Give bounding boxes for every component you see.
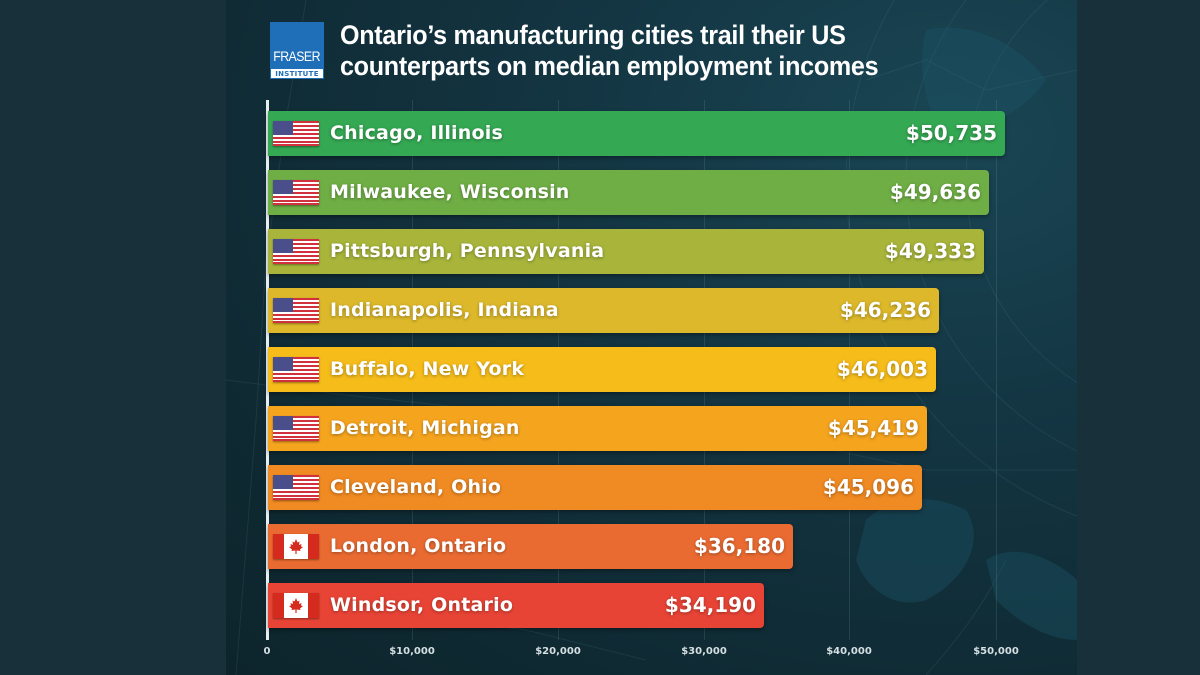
us-flag-icon bbox=[273, 357, 319, 382]
bar-detroit: Detroit, Michigan $45,419 bbox=[268, 406, 927, 451]
city-label: London, Ontario bbox=[330, 535, 507, 557]
bar-london: London, Ontario $36,180 bbox=[268, 524, 793, 569]
chart-header: FRASER INSTITUTE Ontario’s manufacturing… bbox=[270, 20, 919, 82]
x-tick-20000: $20,000 bbox=[535, 646, 581, 657]
bar-milwaukee: Milwaukee, Wisconsin $49,636 bbox=[268, 170, 989, 215]
city-label: Indianapolis, Indiana bbox=[330, 299, 559, 321]
x-tick-40000: $40,000 bbox=[826, 646, 872, 657]
map-background-decoration bbox=[226, 0, 1077, 675]
bar-cleveland: Cleveland, Ohio $45,096 bbox=[268, 465, 922, 510]
logo-subtitle: INSTITUTE bbox=[270, 68, 324, 79]
value-label: $45,419 bbox=[827, 416, 919, 440]
chart-title: Ontario’s manufacturing cities trail the… bbox=[340, 20, 879, 82]
infographic-panel: FRASER INSTITUTE Ontario’s manufacturing… bbox=[226, 0, 1077, 675]
value-label: $46,236 bbox=[839, 298, 931, 322]
city-label: Chicago, Illinois bbox=[330, 122, 503, 144]
us-flag-icon bbox=[273, 180, 319, 205]
bar-indianapolis: Indianapolis, Indiana $46,236 bbox=[268, 288, 939, 333]
chart-title-line2: counterparts on median employment income… bbox=[340, 51, 879, 81]
value-label: $34,190 bbox=[664, 593, 756, 617]
us-flag-icon bbox=[273, 121, 319, 146]
fraser-institute-logo: FRASER INSTITUTE bbox=[270, 22, 324, 79]
bar-pittsburgh: Pittsburgh, Pennsylvania $49,333 bbox=[268, 229, 984, 274]
x-tick-50000: $50,000 bbox=[973, 646, 1019, 657]
value-label: $36,180 bbox=[693, 534, 785, 558]
y-axis-line bbox=[266, 100, 269, 640]
x-tick-10000: $10,000 bbox=[389, 646, 435, 657]
value-label: $49,636 bbox=[889, 180, 981, 204]
city-label: Windsor, Ontario bbox=[330, 594, 514, 616]
logo-word: FRASER bbox=[273, 48, 321, 64]
city-label: Buffalo, New York bbox=[330, 358, 525, 380]
bar-buffalo: Buffalo, New York $46,003 bbox=[268, 347, 936, 392]
us-flag-icon bbox=[273, 239, 319, 264]
chart-title-line1: Ontario’s manufacturing cities trail the… bbox=[340, 20, 846, 50]
us-flag-icon bbox=[273, 475, 319, 500]
value-label: $46,003 bbox=[836, 357, 928, 381]
value-label: $50,735 bbox=[905, 121, 997, 145]
value-label: $45,096 bbox=[822, 475, 914, 499]
canada-flag-icon bbox=[273, 534, 319, 559]
city-label: Milwaukee, Wisconsin bbox=[330, 181, 570, 203]
canada-flag-icon bbox=[273, 593, 319, 618]
x-tick-30000: $30,000 bbox=[681, 646, 727, 657]
bar-windsor: Windsor, Ontario $34,190 bbox=[268, 583, 764, 628]
city-label: Pittsburgh, Pennsylvania bbox=[330, 240, 605, 262]
bar-chicago: Chicago, Illinois $50,735 bbox=[268, 111, 1005, 156]
city-label: Cleveland, Ohio bbox=[330, 476, 502, 498]
value-label: $49,333 bbox=[884, 239, 976, 263]
gridline-50000 bbox=[996, 100, 997, 640]
x-tick-0: 0 bbox=[263, 646, 271, 657]
city-label: Detroit, Michigan bbox=[330, 417, 520, 439]
us-flag-icon bbox=[273, 416, 319, 441]
us-flag-icon bbox=[273, 298, 319, 323]
